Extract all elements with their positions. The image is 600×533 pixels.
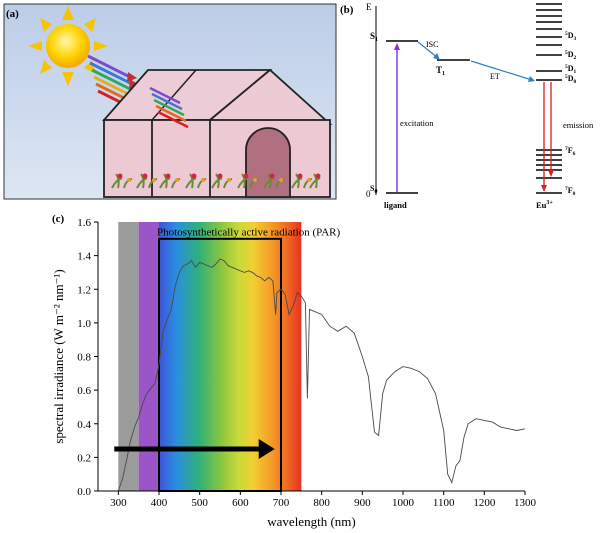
sun-icon [28, 6, 108, 86]
x-tick-label: 700 [273, 497, 290, 509]
emission-label: emission [563, 120, 594, 130]
x-tick-label: 400 [151, 497, 168, 509]
energy-axis-label: E [366, 2, 372, 12]
x-tick-label: 1100 [433, 497, 455, 509]
x-tick-label: 900 [354, 497, 371, 509]
x-axis-label: wavelength (nm) [267, 514, 355, 529]
x-tick-label: 500 [191, 497, 208, 509]
s0-label: S0 [370, 184, 377, 195]
plant-icon [291, 173, 313, 189]
excitation-label: excitation [400, 118, 434, 128]
eu-levels [536, 3, 562, 194]
panel-a-label: (a) [6, 8, 19, 20]
shift-arrow-head [258, 438, 275, 459]
eu-label: Eu3+ [536, 200, 553, 210]
y-axis-label: spectral irradiance (W m⁻² nm⁻¹) [51, 269, 66, 443]
isc-arrow [417, 41, 439, 59]
plant-icon [111, 173, 133, 189]
y-tick-label: 0.0 [77, 486, 91, 498]
isc-label: ISC [426, 40, 438, 49]
s1-label: S1 [370, 31, 378, 43]
plants-row [111, 173, 321, 189]
greenhouse-illustration: (a) [3, 3, 337, 200]
et-label: ET [490, 72, 500, 81]
x-tick-label: 1300 [514, 497, 537, 509]
plant-icon [159, 173, 181, 189]
energy-axis-zero: 0 [366, 189, 371, 199]
ligand-label: ligand [384, 200, 407, 210]
greenhouse-door [245, 127, 291, 198]
solar-spectrum-chart: (c) Photosynthetically active radiation … [51, 213, 537, 529]
plant-icon [211, 173, 233, 189]
plant-icon [136, 173, 158, 189]
y-tick-label: 0.2 [77, 452, 91, 464]
x-tick-label: 1000 [392, 497, 415, 509]
uv-band [118, 222, 139, 491]
plant-icon [185, 173, 207, 189]
y-tick-label: 0.6 [77, 385, 91, 397]
level-label-7f6: 7F6 [565, 146, 576, 157]
level-label-7f0: 7F0 [565, 186, 576, 197]
par-annotation: Photosynthetically active radiation (PAR… [157, 226, 341, 238]
x-tick-label: 600 [232, 497, 249, 509]
x-tick-label: 1200 [473, 497, 496, 509]
y-tick-label: 1.6 [77, 217, 91, 229]
level-label-5d2: 5D2 [565, 50, 577, 61]
t1-label: T1 [436, 65, 445, 77]
level-label-5d1: 5D1 [565, 64, 577, 75]
panel-c-label: (c) [52, 213, 65, 225]
violet-band [138, 222, 159, 491]
x-tick-label: 300 [110, 497, 127, 509]
level-label-5d3: 5D3 [565, 31, 577, 42]
plant-icon [237, 173, 259, 189]
x-tick-label: 800 [313, 497, 330, 509]
y-tick-label: 0.4 [77, 419, 91, 431]
et-arrow [470, 60, 533, 81]
y-tick-label: 1.2 [77, 284, 91, 296]
y-tick-label: 1.4 [77, 251, 91, 263]
energy-level-diagram: (b) E 0 S1 T1 S0 excitation ISC ET [340, 2, 594, 210]
panel-b-label: (b) [340, 4, 354, 16]
spectrum-line [117, 258, 526, 492]
y-tick-label: 0.8 [77, 352, 91, 364]
y-tick-label: 1.0 [77, 318, 91, 330]
plant-icon [309, 173, 321, 189]
plant-icon [263, 173, 285, 189]
level-label-5d0: 5D0 [565, 74, 577, 85]
